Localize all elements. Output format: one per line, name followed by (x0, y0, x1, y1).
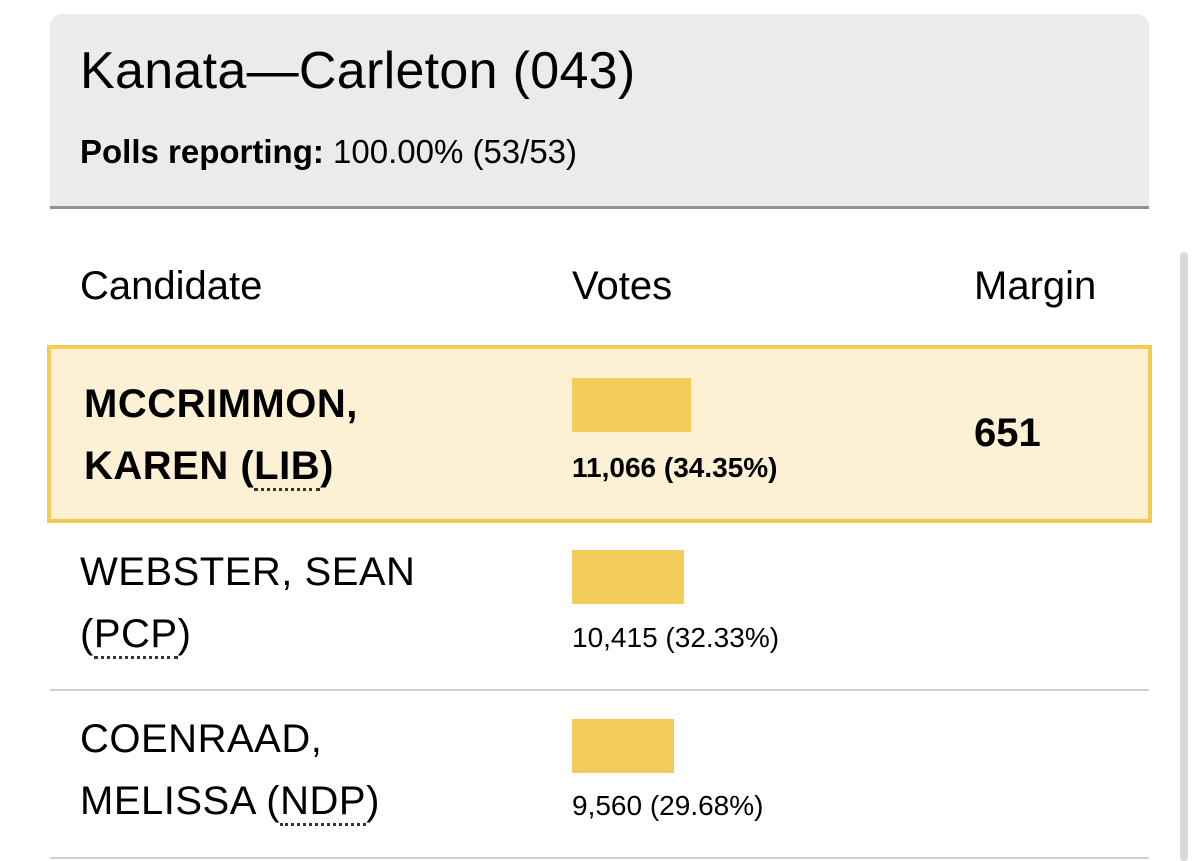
vote-count: 10,415 (32.33%) (572, 622, 780, 653)
vote-count: 11,066 (34.35%) (572, 452, 778, 483)
table-row: WEBSTER, SEAN (PCP) 10,415 (32.33%) (50, 527, 1149, 689)
party-abbreviation[interactable]: NDP (280, 779, 367, 826)
candidate-name-line1: COENRAAD, (80, 717, 323, 761)
vote-share-bar (572, 719, 675, 773)
candidate-name-line1: MCCRIMMON, (84, 382, 358, 426)
party-close: ) (366, 779, 380, 823)
candidate-name-line2: (PCP) (80, 603, 415, 665)
vote-count: 9,560 (29.68%) (572, 790, 764, 821)
polls-reporting-value: 100.00% (53/53) (333, 133, 578, 170)
candidate-name: WEBSTER, SEAN (PCP) (80, 541, 415, 665)
party-abbreviation[interactable]: LIB (254, 444, 321, 491)
candidate-name-line1: WEBSTER, SEAN (80, 550, 416, 594)
column-header-candidate: Candidate (80, 264, 263, 308)
candidate-name-surname: MELISSA ( (80, 779, 281, 823)
candidate-name: MCCRIMMON, KAREN (LIB) (84, 373, 358, 497)
candidate-name-line2: MELISSA (NDP) (80, 770, 380, 832)
row-divider (50, 857, 1149, 859)
riding-header: Kanata—Carleton (043) Polls reporting: 1… (50, 14, 1149, 209)
vote-share-bar (572, 550, 684, 604)
polls-reporting: Polls reporting: 100.00% (53/53) (80, 132, 577, 172)
candidate-name-surname: KAREN ( (84, 444, 255, 488)
scrollbar[interactable] (1180, 252, 1188, 861)
candidate-name-surname: ( (80, 612, 94, 656)
margin-value: 651 (974, 411, 1041, 455)
polls-reporting-label: Polls reporting: (80, 133, 324, 170)
candidate-name: COENRAAD, MELISSA (NDP) (80, 708, 380, 832)
table-row: COENRAAD, MELISSA (NDP) 9,560 (29.68%) (50, 691, 1149, 857)
party-close: ) (177, 612, 192, 656)
riding-title: Kanata—Carleton (043) (80, 42, 636, 100)
column-header-votes: Votes (572, 264, 673, 308)
candidate-name-line2: KAREN (LIB) (84, 435, 358, 497)
column-header-margin: Margin (974, 264, 1097, 308)
party-close: ) (320, 444, 334, 488)
party-abbreviation[interactable]: PCP (93, 612, 178, 659)
vote-share-bar (572, 378, 691, 432)
table-row-winner: MCCRIMMON, KAREN (LIB) 11,066 (34.35%) 6… (47, 345, 1152, 523)
row-divider (50, 689, 1149, 691)
